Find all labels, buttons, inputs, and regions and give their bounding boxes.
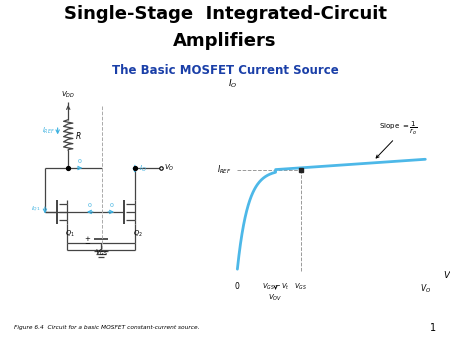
Text: $Q_2$: $Q_2$ xyxy=(133,228,143,239)
Text: 0: 0 xyxy=(110,202,113,208)
Text: Figure 6.4  Circuit for a basic MOSFET constant-current source.: Figure 6.4 Circuit for a basic MOSFET co… xyxy=(14,324,199,330)
Text: $V_{GS}$: $V_{GS}$ xyxy=(294,282,307,292)
Text: 0: 0 xyxy=(235,282,239,291)
Text: $V_{OV}$: $V_{OV}$ xyxy=(269,293,283,303)
Text: $V_O$: $V_O$ xyxy=(164,163,175,173)
Text: $I_O$: $I_O$ xyxy=(228,78,237,90)
Text: −: − xyxy=(85,241,90,247)
Text: The Basic MOSFET Current Source: The Basic MOSFET Current Source xyxy=(112,64,338,77)
Text: Slope $= \dfrac{1}{r_o}$: Slope $= \dfrac{1}{r_o}$ xyxy=(379,119,418,137)
Text: 0: 0 xyxy=(78,159,82,164)
Text: $I_{REF}$: $I_{REF}$ xyxy=(42,125,54,136)
Text: $I_O$: $I_O$ xyxy=(139,164,147,174)
Text: $I_{REF}$: $I_{REF}$ xyxy=(217,163,231,176)
Text: $Q_1$: $Q_1$ xyxy=(65,228,75,239)
Text: $V_O$: $V_O$ xyxy=(420,282,431,294)
Text: $R$: $R$ xyxy=(75,129,81,141)
Text: $I_{Q1}$: $I_{Q1}$ xyxy=(31,205,40,214)
Text: $V_{GS}-V_t$: $V_{GS}-V_t$ xyxy=(261,282,289,292)
Text: $V_{GS}$: $V_{GS}$ xyxy=(94,247,108,258)
Text: 1: 1 xyxy=(430,323,436,333)
Text: $V_O$: $V_O$ xyxy=(443,269,450,282)
Text: 0: 0 xyxy=(87,202,91,208)
Text: Amplifiers: Amplifiers xyxy=(173,32,277,50)
Text: $V_{DD}$: $V_{DD}$ xyxy=(61,90,75,100)
Text: +: + xyxy=(85,236,90,242)
Text: Single-Stage  Integrated-Circuit: Single-Stage Integrated-Circuit xyxy=(63,5,387,23)
